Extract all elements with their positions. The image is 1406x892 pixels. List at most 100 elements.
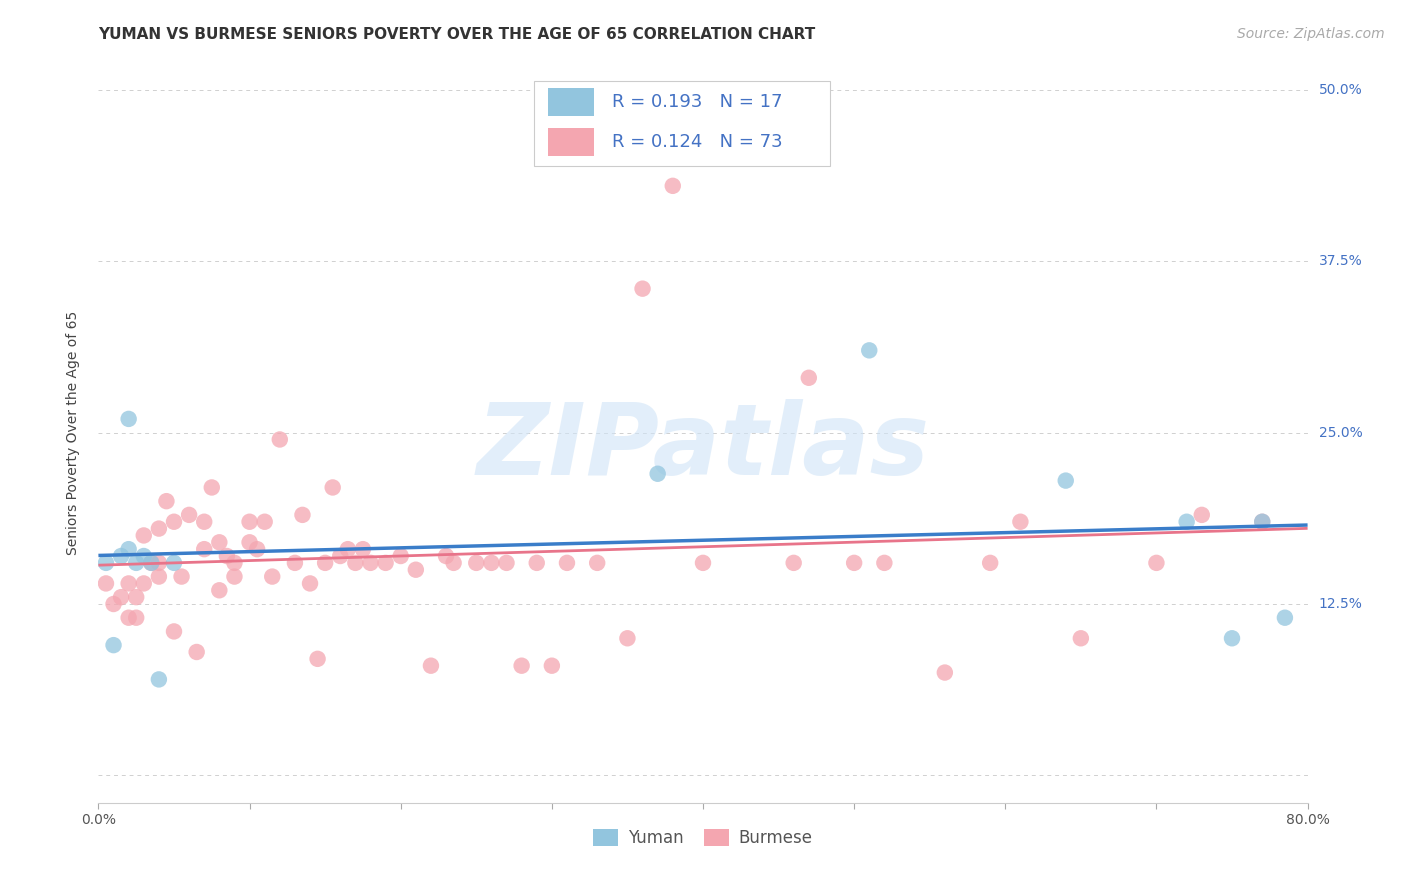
Point [329, 549, 352, 563]
Point [224, 556, 246, 570]
Point [163, 624, 186, 639]
Point [540, 658, 562, 673]
Point [253, 515, 276, 529]
Point [510, 658, 533, 673]
Point [118, 610, 141, 624]
Point [141, 556, 163, 570]
Point [481, 556, 503, 570]
Point [284, 556, 307, 570]
Point [118, 412, 141, 426]
Point [132, 549, 155, 563]
Point [360, 556, 382, 570]
Point [193, 542, 215, 557]
Point [631, 282, 654, 296]
Point [616, 632, 638, 646]
Point [239, 515, 262, 529]
Point [374, 556, 396, 570]
Point [141, 556, 163, 570]
Point [797, 371, 820, 385]
Point [1070, 632, 1092, 646]
Point [103, 597, 125, 611]
Point [208, 583, 231, 598]
Point [586, 556, 609, 570]
Point [1054, 474, 1077, 488]
Point [262, 569, 284, 583]
Point [239, 535, 262, 549]
Point [125, 610, 148, 624]
Point [299, 576, 322, 591]
Point [934, 665, 956, 680]
Text: 25.0%: 25.0% [1319, 425, 1362, 440]
Point [118, 576, 141, 591]
Point [336, 542, 359, 557]
Point [465, 556, 488, 570]
Point [661, 178, 683, 193]
Point [163, 556, 186, 570]
FancyBboxPatch shape [548, 87, 595, 116]
Point [979, 556, 1001, 570]
Point [179, 508, 201, 522]
Point [208, 535, 231, 549]
Point [155, 494, 177, 508]
Point [495, 556, 517, 570]
Text: ZIPatlas: ZIPatlas [477, 399, 929, 496]
Point [1220, 632, 1243, 646]
Point [118, 542, 141, 557]
Point [873, 556, 896, 570]
Point [246, 542, 269, 557]
Point [110, 549, 132, 563]
Point [224, 569, 246, 583]
Point [405, 563, 427, 577]
Point [344, 556, 367, 570]
Point [201, 480, 224, 494]
Point [148, 569, 170, 583]
Point [526, 556, 548, 570]
Point [110, 590, 132, 604]
Y-axis label: Seniors Poverty Over the Age of 65: Seniors Poverty Over the Age of 65 [66, 310, 80, 555]
Text: 50.0%: 50.0% [1319, 83, 1362, 97]
Point [291, 508, 314, 522]
Point [1191, 508, 1213, 522]
Point [389, 549, 412, 563]
Point [215, 549, 238, 563]
Point [352, 542, 374, 557]
Point [163, 515, 186, 529]
Text: 12.5%: 12.5% [1319, 597, 1362, 611]
Point [103, 638, 125, 652]
Point [1144, 556, 1167, 570]
Point [858, 343, 880, 358]
Point [1175, 515, 1198, 529]
Point [132, 528, 155, 542]
Text: YUMAN VS BURMESE SENIORS POVERTY OVER THE AGE OF 65 CORRELATION CHART: YUMAN VS BURMESE SENIORS POVERTY OVER TH… [98, 27, 815, 42]
Point [1251, 515, 1274, 529]
Point [783, 556, 806, 570]
Legend: Yuman, Burmese: Yuman, Burmese [586, 822, 820, 854]
Point [170, 569, 193, 583]
FancyBboxPatch shape [534, 81, 830, 166]
Point [314, 556, 336, 570]
Point [186, 645, 208, 659]
Point [125, 556, 148, 570]
Point [1010, 515, 1032, 529]
Point [844, 556, 866, 570]
Point [647, 467, 669, 481]
Point [692, 556, 714, 570]
Point [94, 556, 117, 570]
FancyBboxPatch shape [548, 128, 595, 156]
Point [148, 556, 170, 570]
Point [148, 673, 170, 687]
Point [307, 652, 329, 666]
Text: 37.5%: 37.5% [1319, 254, 1362, 268]
Point [269, 433, 291, 447]
Point [1274, 610, 1296, 624]
Point [148, 522, 170, 536]
Text: R = 0.124   N = 73: R = 0.124 N = 73 [613, 133, 783, 151]
Text: R = 0.193   N = 17: R = 0.193 N = 17 [613, 93, 783, 111]
Point [555, 556, 578, 570]
Point [132, 576, 155, 591]
Point [443, 556, 465, 570]
Point [322, 480, 344, 494]
Point [94, 576, 117, 591]
Point [1251, 515, 1274, 529]
Point [420, 658, 443, 673]
